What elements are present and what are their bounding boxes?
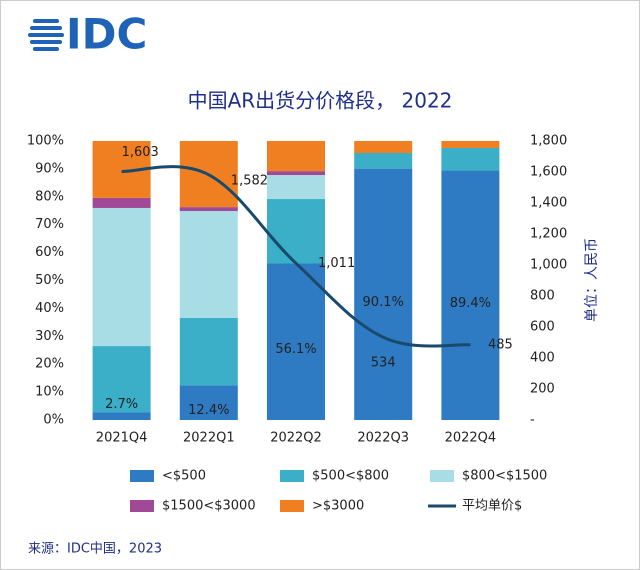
- y-tick-label: 90%: [35, 161, 64, 176]
- y2-tick-label: 1,200: [530, 227, 567, 242]
- bar-segment: [441, 170, 500, 420]
- y2-tick-label: 1,800: [530, 134, 567, 149]
- bar-segment: [179, 207, 238, 212]
- bar-segment: [267, 263, 325, 420]
- bar-value-label: 12.4%: [188, 403, 229, 418]
- line-value-label: 1,011: [318, 256, 355, 271]
- y2-tick-label: 200: [530, 382, 555, 397]
- bar-segment: [267, 141, 325, 172]
- logo-text: IDC: [66, 10, 147, 59]
- legend-label: $1500<$3000: [162, 499, 256, 514]
- x-tick-label: 2022Q3: [357, 431, 409, 446]
- bar-value-label: 2.7%: [105, 397, 138, 412]
- line-value-label: 1,603: [122, 145, 159, 160]
- bar-segment: [441, 147, 500, 171]
- y-tick-label: 80%: [35, 189, 64, 204]
- legend-swatch: [280, 470, 304, 482]
- y2-tick-label: 1,400: [530, 196, 567, 211]
- line-value-label: 1,582: [231, 173, 268, 188]
- y-tick-label: 50%: [35, 273, 64, 288]
- y2-tick-label: 400: [530, 351, 555, 366]
- legend-swatch: [130, 470, 154, 482]
- y-tick-label: 10%: [35, 385, 64, 400]
- y-tick-label: 40%: [35, 301, 64, 316]
- x-tick-label: 2022Q1: [183, 431, 235, 446]
- bar-value-label: 56.1%: [275, 342, 316, 357]
- bar-segment: [179, 211, 238, 318]
- y-tick-label: 0%: [43, 413, 64, 428]
- line-value-label: 534: [371, 356, 396, 371]
- bar-segment: [179, 317, 238, 386]
- bar-segment: [92, 412, 151, 420]
- line-value-label: 485: [488, 337, 513, 352]
- legend-swatch: [130, 500, 154, 512]
- x-tick-label: 2022Q4: [445, 431, 497, 446]
- bar-segment: [267, 175, 325, 200]
- bar-value-label: 89.4%: [450, 296, 491, 311]
- legend-label: $800<$1500: [462, 469, 547, 484]
- chart-title: 中国AR出货分价格段， 2022: [188, 89, 453, 113]
- bar-value-label: 90.1%: [363, 295, 404, 310]
- bar-segment: [354, 168, 413, 420]
- legend-label: $500<$800: [312, 469, 389, 484]
- y-tick-label: 20%: [35, 357, 64, 372]
- y2-tick-label: 1,000: [530, 258, 567, 273]
- x-tick-label: 2021Q4: [96, 431, 148, 446]
- logo-globe: [28, 19, 64, 51]
- source: 来源：IDC中国，2023: [28, 542, 162, 557]
- y2-tick-label: -: [530, 413, 535, 428]
- bar-segment: [354, 141, 413, 153]
- x-tick-label: 2022Q2: [270, 431, 322, 446]
- bar-segment: [179, 385, 238, 420]
- y2-tick-label: 1,600: [530, 165, 567, 180]
- legend-label: >$3000: [312, 499, 364, 514]
- y-tick-label: 70%: [35, 217, 64, 232]
- legend-swatch: [280, 500, 304, 512]
- legend-label: 平均单价$: [462, 499, 522, 514]
- bar-segment: [354, 152, 413, 169]
- bar-segment: [267, 171, 325, 176]
- y-tick-label: 60%: [35, 245, 64, 260]
- legend-swatch: [430, 470, 454, 482]
- bar-segment: [441, 141, 500, 148]
- y-tick-label: 30%: [35, 329, 64, 344]
- bar-segment: [92, 197, 151, 208]
- y2-axis-label: 单位：人民币: [584, 238, 600, 322]
- bar-segment: [92, 346, 151, 413]
- y2-tick-label: 600: [530, 320, 555, 335]
- y2-tick-label: 800: [530, 289, 555, 304]
- line: [121, 165, 471, 348]
- bar-segment: [92, 207, 151, 347]
- y-tick-label: 100%: [27, 134, 64, 149]
- bar-segment: [267, 199, 325, 264]
- legend-label: <$500: [162, 469, 206, 484]
